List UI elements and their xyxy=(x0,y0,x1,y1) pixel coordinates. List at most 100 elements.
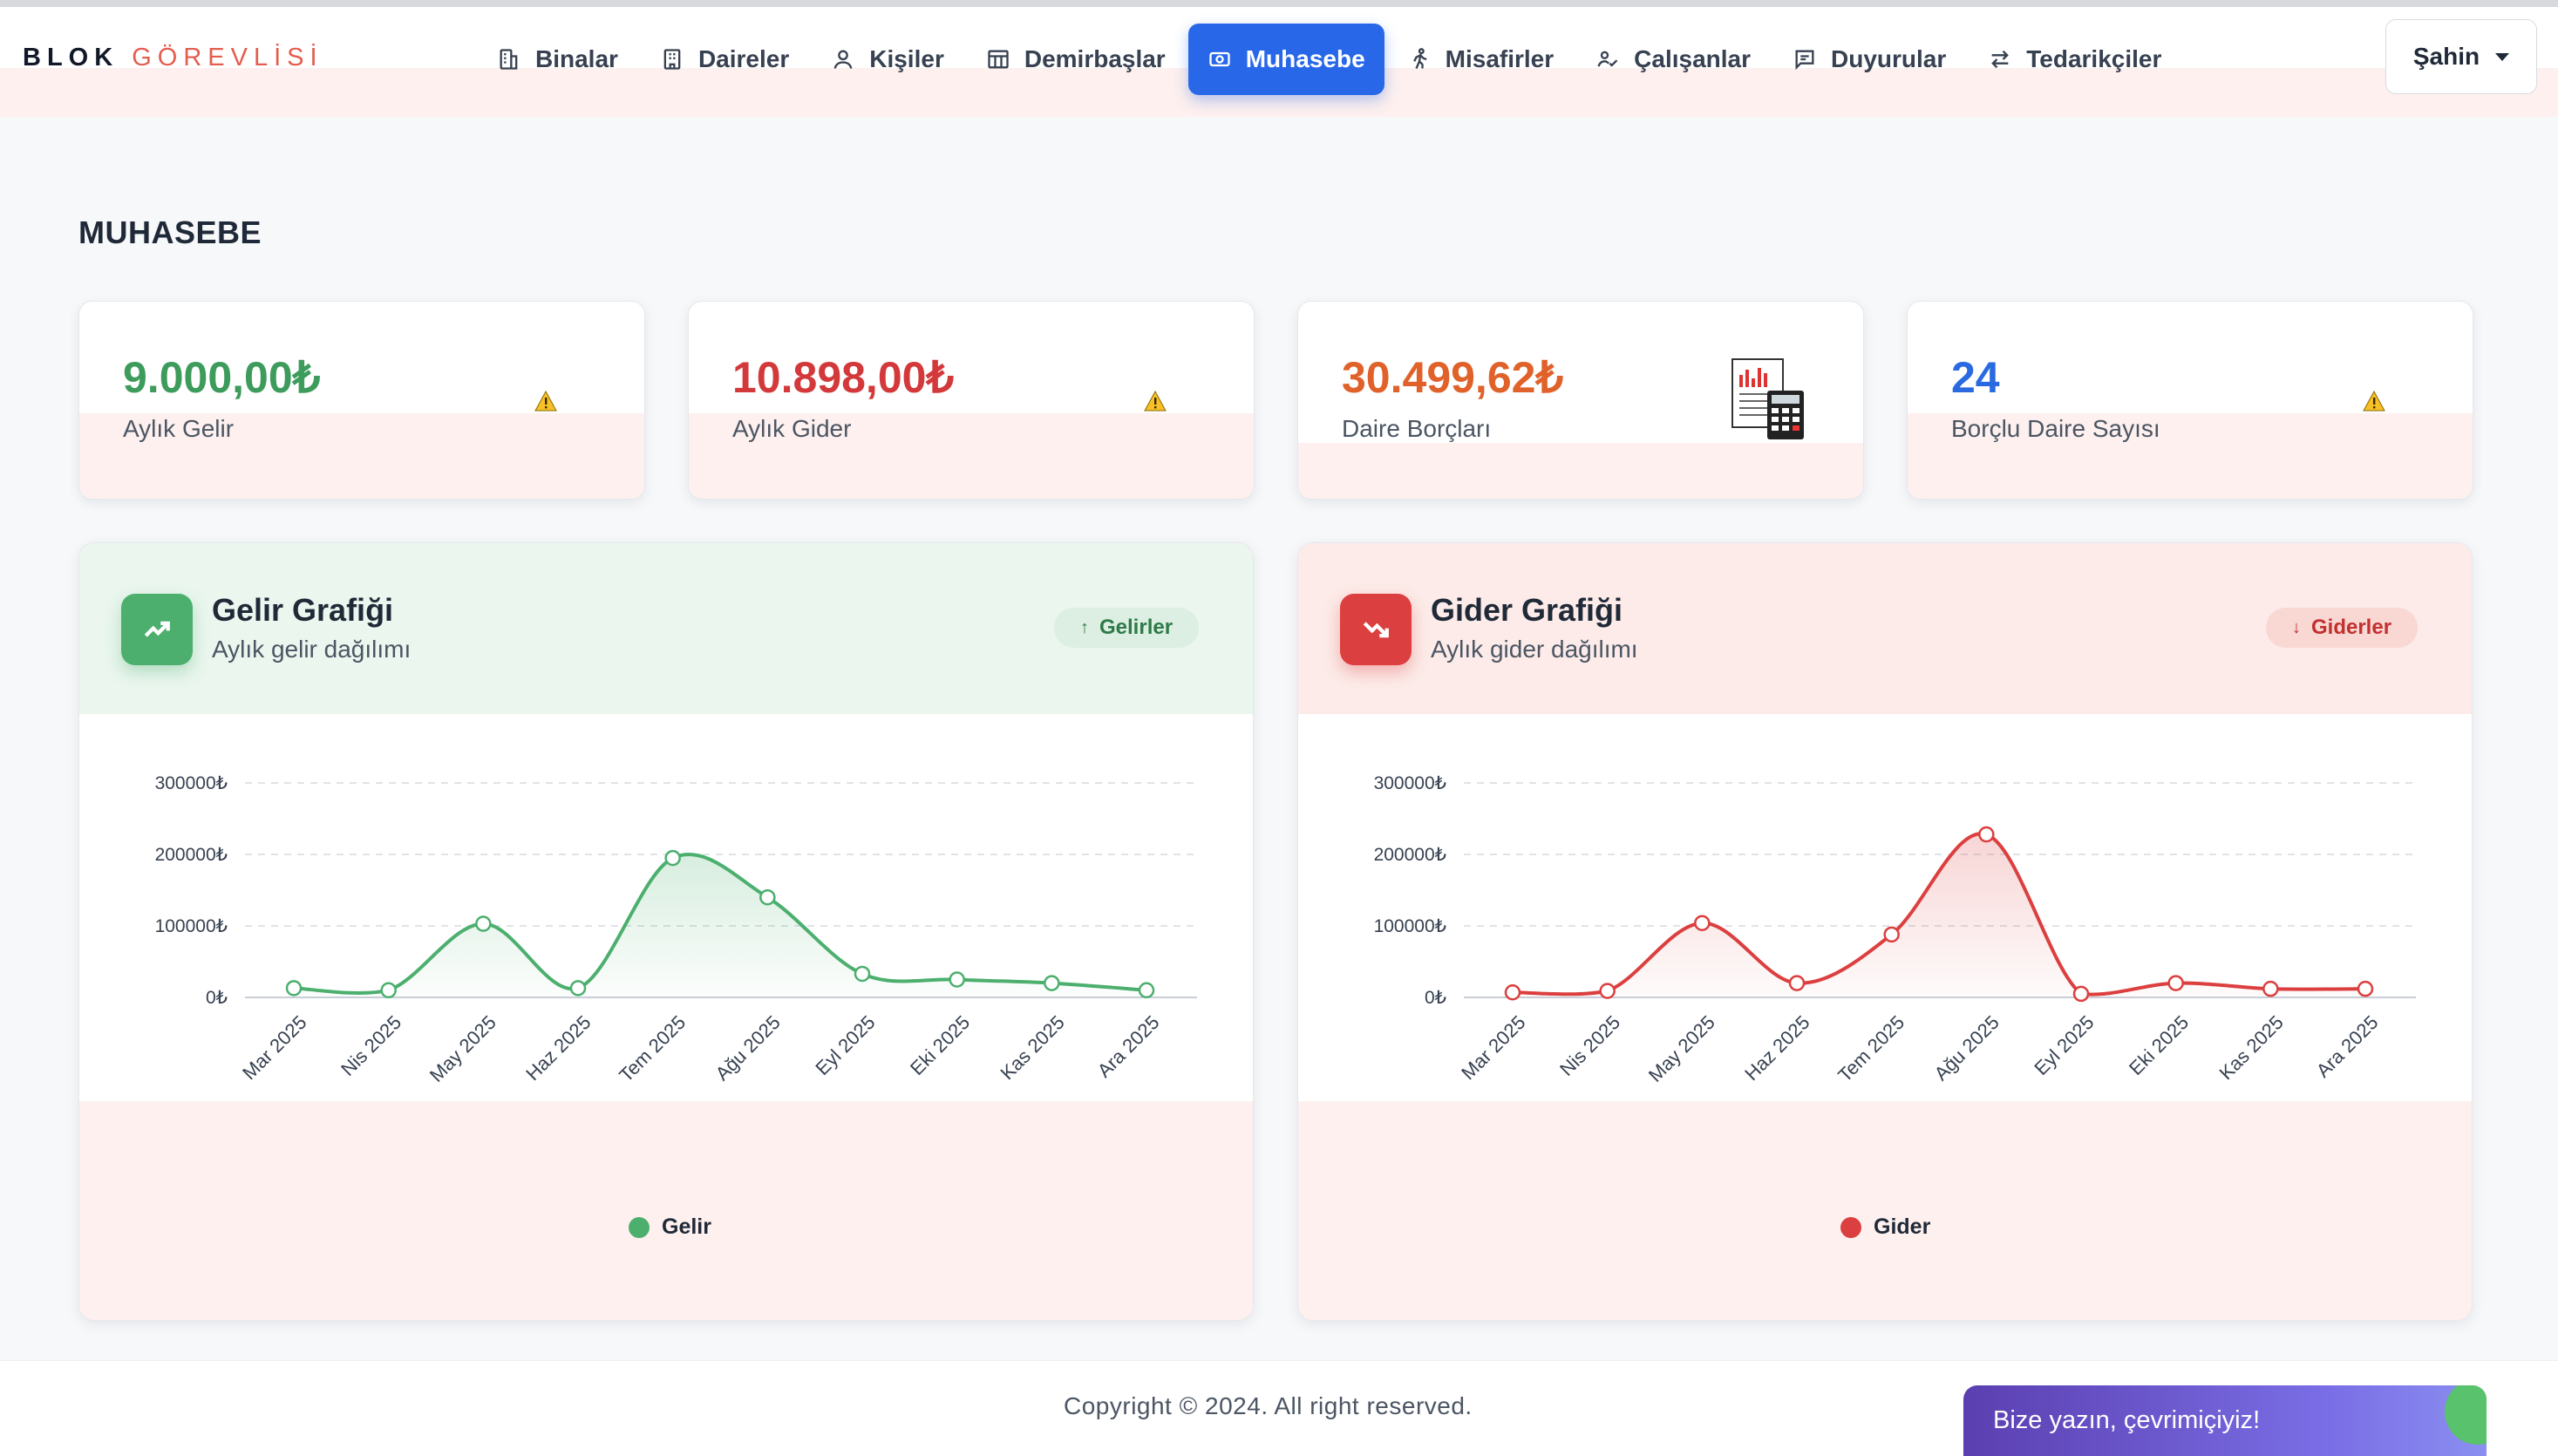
stat-value: 30.499,62₺ xyxy=(1342,353,1564,402)
nav-item-demirbaslar[interactable]: Demirbaşlar xyxy=(967,24,1185,95)
legend-label: Gider xyxy=(1874,1214,1931,1239)
nav-item-label: Binalar xyxy=(535,45,618,72)
nav-item-label: Misafirler xyxy=(1445,45,1555,72)
chart-title: Gelir Grafiği xyxy=(212,592,394,628)
data-point xyxy=(380,982,397,999)
message-icon xyxy=(1795,50,1814,71)
nav-item-kisiler[interactable]: Kişiler xyxy=(812,24,963,95)
stat-value: 10.898,00₺ xyxy=(732,353,955,402)
building-icon xyxy=(500,49,518,70)
stat-value: 9.000,00₺ xyxy=(123,353,321,402)
nav-item-label: Duyurular xyxy=(1831,45,1947,72)
worker-icon xyxy=(1597,51,1618,67)
y-tick-label: 300000₺ xyxy=(1374,773,1446,793)
x-tick-label: Mar 2025 xyxy=(1457,1011,1529,1084)
series-line xyxy=(293,852,1147,995)
nav-item-duyurular[interactable]: Duyurular xyxy=(1773,24,1965,95)
expense-badge[interactable]: ↓ Giderler xyxy=(2266,608,2419,648)
data-point xyxy=(285,980,303,997)
window-top-border xyxy=(0,0,2558,7)
nav-item-label: Kişiler xyxy=(869,45,944,72)
x-tick-label: Ağu 2025 xyxy=(1930,1011,2004,1085)
person-icon xyxy=(833,50,853,69)
x-tick-label: Haz 2025 xyxy=(521,1011,595,1085)
data-point xyxy=(759,888,776,906)
legend-dot xyxy=(629,1216,650,1238)
stat-card-monthly-expense: 10.898,00₺ Aylık Gider xyxy=(688,301,1255,500)
income-badge[interactable]: ↑ Gelirler xyxy=(1054,608,1200,648)
x-tick-label: Kas 2025 xyxy=(996,1011,1068,1084)
nav-item-calisanlar[interactable]: Çalışanlar xyxy=(1576,24,1770,95)
trending-down-icon xyxy=(1340,594,1412,665)
nav-item-label: Demirbaşlar xyxy=(1024,45,1166,72)
nav-item-label: Muhasebe xyxy=(1245,45,1365,72)
data-point xyxy=(2072,985,2090,1003)
data-point xyxy=(664,849,681,867)
nav-item-daireler[interactable]: Daireler xyxy=(641,24,808,95)
data-point xyxy=(1599,983,1616,999)
legend-dot xyxy=(1840,1216,1861,1238)
main-nav: Binalar Daireler Kişiler Demirbaşlar Muh… xyxy=(478,21,2184,98)
data-point xyxy=(1694,915,1711,931)
user-menu-dropdown[interactable]: Şahin xyxy=(2385,19,2537,94)
nav-item-label: Çalışanlar xyxy=(1634,45,1752,72)
data-point xyxy=(1978,826,1995,843)
x-tick-label: Nis 2025 xyxy=(1555,1011,1624,1080)
y-tick-label: 100000₺ xyxy=(1374,916,1446,936)
chart-subtitle: Aylık gider dağılımı xyxy=(1431,636,1638,663)
data-point xyxy=(2167,975,2184,991)
data-point xyxy=(569,980,587,997)
series-line xyxy=(1512,832,2366,997)
chart-subtitle: Aylık gelir dağılımı xyxy=(212,636,412,663)
nav-item-tedarikciler[interactable]: Tedarikçiler xyxy=(1969,24,2180,95)
expense-line-chart: 0₺ 100000₺ 200000₺ 300000₺ Mar 2025 Nis 2025 M… xyxy=(1374,773,2416,1086)
swap-icon xyxy=(1991,50,2010,69)
expense-chart-card: Gider Grafiği Aylık gider dağılımı ↓ Gid… xyxy=(1297,542,2473,1321)
warning-icon xyxy=(534,391,557,412)
stat-label: Daire Borçları xyxy=(1342,415,1492,442)
x-tick-label: Tem 2025 xyxy=(1833,1011,1908,1086)
y-tick-label: 200000₺ xyxy=(1374,845,1446,865)
data-point xyxy=(475,915,492,932)
arrow-down-icon: ↓ xyxy=(2292,617,2301,637)
x-tick-label: Eki 2025 xyxy=(906,1011,974,1079)
walking-icon xyxy=(1412,48,1427,69)
stat-label: Aylık Gider xyxy=(732,415,852,442)
table-icon xyxy=(988,50,1009,69)
stat-card-apartment-debts: 30.499,62₺ Daire Borçları xyxy=(1297,301,1864,500)
arrow-up-icon: ↑ xyxy=(1080,617,1089,637)
data-point xyxy=(1044,975,1060,991)
nav-item-muhasebe[interactable]: Muhasebe xyxy=(1187,24,1384,95)
warning-icon xyxy=(1144,391,1167,412)
y-tick-label: 300000₺ xyxy=(155,773,228,793)
x-tick-label: Eki 2025 xyxy=(2125,1011,2193,1079)
x-tick-label: Ara 2025 xyxy=(2312,1011,2383,1082)
nav-item-label: Daireler xyxy=(697,45,790,72)
chart-title: Gider Grafiği xyxy=(1431,592,1623,628)
warning-icon xyxy=(2363,391,2385,412)
x-tick-label: Nis 2025 xyxy=(337,1011,405,1080)
chart-legend[interactable]: Gider xyxy=(1840,1214,1930,1240)
chart-legend[interactable]: Gelir xyxy=(629,1214,711,1240)
badge-label: Gelirler xyxy=(1099,616,1174,639)
calculator-document-icon xyxy=(1731,358,1804,439)
badge-label: Giderler xyxy=(2311,616,2392,639)
x-tick-label: Tem 2025 xyxy=(615,1011,690,1086)
x-tick-label: Kas 2025 xyxy=(2214,1011,2287,1084)
x-tick-label: May 2025 xyxy=(425,1011,500,1086)
y-tick-label: 100000₺ xyxy=(155,916,228,936)
brand-logo-part2: GÖREVLİSİ xyxy=(132,44,323,71)
nav-item-binalar[interactable]: Binalar xyxy=(478,24,637,95)
data-point xyxy=(1504,984,1521,1001)
live-chat-widget[interactable]: Bize yazın, çevrimiçiyiz! xyxy=(1963,1385,2487,1456)
brand-logo[interactable]: BLOK GÖREVLİSİ xyxy=(23,44,323,72)
series-area xyxy=(1513,833,2365,997)
nav-item-misafirler[interactable]: Misafirler xyxy=(1388,24,1574,95)
nav-item-label: Tedarikçiler xyxy=(2026,45,2162,72)
x-tick-label: May 2025 xyxy=(1644,1011,1719,1086)
y-tick-label: 200000₺ xyxy=(155,845,228,865)
x-tick-label: Ara 2025 xyxy=(1093,1011,1164,1082)
page-title: MUHASEBE xyxy=(78,214,262,250)
data-point xyxy=(1138,982,1155,999)
stat-value: 24 xyxy=(1951,353,2000,402)
